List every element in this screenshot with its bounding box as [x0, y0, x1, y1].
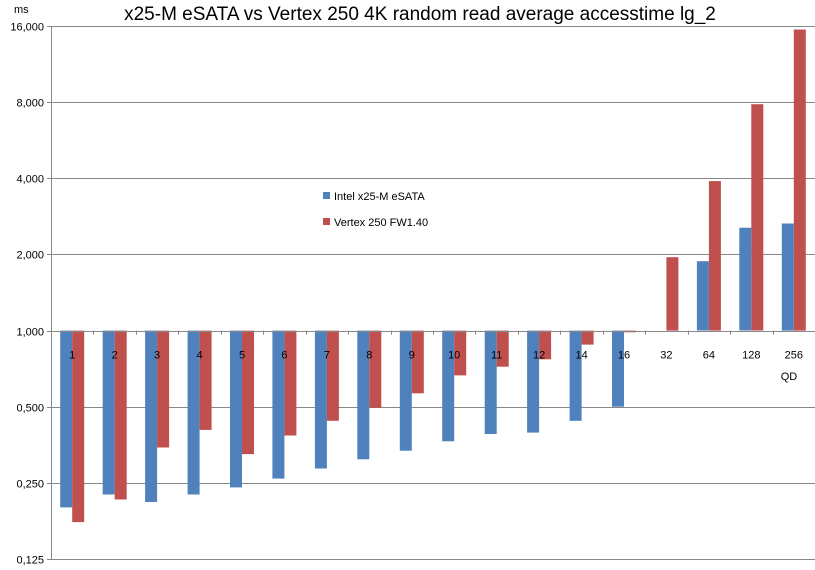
bars [60, 29, 806, 523]
bar-vertex-qd-64 [708, 181, 721, 331]
x-tick-label: 5 [239, 350, 245, 362]
bar-intel-qd-6 [272, 330, 285, 479]
bar-intel-qd-14 [569, 330, 582, 421]
bar-vertex-qd-10 [454, 330, 467, 376]
bar-vertex-qd-1 [72, 330, 85, 523]
y-axis-label: ms [14, 4, 29, 16]
y-tick-label: 16,000 [10, 22, 44, 34]
bar-intel-qd-10 [442, 330, 455, 442]
bar-vertex-qd-128 [751, 104, 764, 331]
x-tick-label: 64 [703, 350, 715, 362]
bar-intel-qd-1 [60, 330, 73, 508]
bar-intel-qd-16 [612, 330, 624, 407]
bar-intel-qd-2 [102, 330, 115, 495]
x-tick-label: 32 [660, 350, 672, 362]
x-tick-label: 14 [575, 350, 587, 362]
x-tick-label: 7 [324, 350, 330, 362]
axes: 0,125 0,250 0,500 1,000 2,000 4,000 8,000 16,00… [10, 22, 815, 567]
legend-swatch [323, 192, 330, 199]
bar-intel-qd-8 [357, 330, 370, 460]
bar-intel-qd-3 [145, 330, 158, 502]
x-tick-label: 8 [366, 350, 372, 362]
y-tick-label: 2,000 [16, 250, 44, 262]
x-tick-label: 128 [742, 350, 760, 362]
y-tick-label: 0,500 [16, 403, 44, 415]
bar-vertex-qd-8 [369, 330, 382, 408]
bar-vertex-qd-2 [114, 330, 127, 500]
x-tick-label: 12 [533, 350, 545, 362]
bar-intel-qd-5 [230, 330, 242, 488]
x-tick-label: 1 [69, 350, 75, 362]
legend-swatch [323, 218, 330, 225]
bar-vertex-qd-4 [199, 330, 212, 430]
x-axis-label: QD [781, 371, 798, 383]
bar-vertex-qd-11 [496, 330, 509, 367]
bar-intel-qd-64 [696, 261, 709, 331]
bar-vertex-qd-14 [581, 330, 594, 345]
bar-intel-qd-4 [187, 330, 200, 495]
x-tick-label: 2 [112, 350, 118, 362]
chart-title: x25-M eSATA vs Vertex 250 4K random read… [124, 4, 716, 25]
x-tick-label: 256 [785, 350, 803, 362]
bar-intel-qd-256 [781, 223, 794, 331]
x-tick-label: 9 [409, 350, 415, 362]
legend: Intel x25-M eSATA Vertex 250 FW1.40 [323, 191, 428, 229]
bar-intel-qd-128 [739, 227, 752, 331]
x-tick-label: 3 [154, 350, 160, 362]
bar-vertex-qd-3 [157, 330, 170, 448]
bar-intel-qd-12 [527, 330, 540, 433]
x-tick-label: 10 [448, 350, 460, 362]
bar-vertex-qd-5 [242, 330, 254, 455]
bar-intel-qd-11 [484, 330, 497, 434]
x-tick-label: 4 [197, 350, 203, 362]
y-tick-label: 0,250 [16, 479, 44, 491]
legend-entry: Vertex 250 FW1.40 [334, 217, 428, 229]
bar-vertex-qd-256 [793, 29, 806, 331]
bar-intel-qd-9 [399, 330, 412, 451]
bar-vertex-qd-12 [539, 330, 552, 360]
x-tick-label: 6 [281, 350, 287, 362]
bar-vertex-qd-32 [666, 257, 679, 331]
y-tick-label: 1,000 [16, 327, 44, 339]
bar-vertex-qd-9 [411, 330, 424, 394]
y-tick-label: 0,125 [16, 555, 44, 567]
x-tick-label: 16 [618, 350, 630, 362]
x-tick-label: 11 [491, 350, 502, 362]
y-tick-label: 4,000 [16, 174, 44, 186]
bar-vertex-qd-7 [326, 330, 339, 421]
y-tick-label: 8,000 [16, 98, 44, 110]
legend-entry: Intel x25-M eSATA [334, 191, 425, 203]
bar-vertex-qd-6 [284, 330, 297, 436]
bar-intel-qd-7 [314, 330, 327, 469]
